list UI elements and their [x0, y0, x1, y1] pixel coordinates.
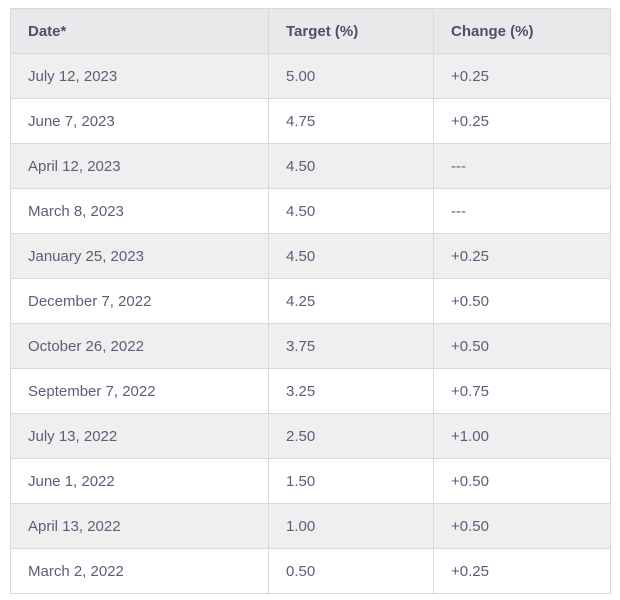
target-cell: 4.50	[268, 188, 434, 234]
change-cell: +0.25	[433, 548, 611, 594]
date-cell: March 2, 2022	[10, 548, 269, 594]
target-cell: 0.50	[268, 548, 434, 594]
change-cell: +0.25	[433, 98, 611, 144]
date-cell: July 12, 2023	[10, 53, 269, 99]
date-cell: June 1, 2022	[10, 458, 269, 504]
change-cell: +0.25	[433, 53, 611, 99]
table-row: December 7, 2022 4.25 +0.50	[10, 278, 611, 324]
table-row: June 7, 2023 4.75 +0.25	[10, 98, 611, 144]
change-cell: +0.50	[433, 458, 611, 504]
table-row: January 25, 2023 4.50 +0.25	[10, 233, 611, 279]
change-cell: +0.50	[433, 278, 611, 324]
header-row: Date* Target (%) Change (%)	[10, 8, 611, 54]
target-cell: 5.00	[268, 53, 434, 99]
target-cell: 4.50	[268, 143, 434, 189]
column-header-change: Change (%)	[433, 8, 611, 54]
change-cell: ---	[433, 188, 611, 234]
target-cell: 3.25	[268, 368, 434, 414]
change-cell: +0.75	[433, 368, 611, 414]
change-cell: +0.50	[433, 323, 611, 369]
target-cell: 2.50	[268, 413, 434, 459]
date-cell: September 7, 2022	[10, 368, 269, 414]
change-cell: +1.00	[433, 413, 611, 459]
table-row: July 12, 2023 5.00 +0.25	[10, 53, 611, 99]
date-cell: October 26, 2022	[10, 323, 269, 369]
table-row: April 13, 2022 1.00 +0.50	[10, 503, 611, 549]
table-body: July 12, 2023 5.00 +0.25 June 7, 2023 4.75 +0…	[10, 53, 611, 594]
date-cell: April 13, 2022	[10, 503, 269, 549]
date-cell: July 13, 2022	[10, 413, 269, 459]
date-cell: March 8, 2023	[10, 188, 269, 234]
table-row: March 8, 2023 4.50 ---	[10, 188, 611, 234]
table-row: April 12, 2023 4.50 ---	[10, 143, 611, 189]
target-cell: 4.75	[268, 98, 434, 144]
table-row: September 7, 2022 3.25 +0.75	[10, 368, 611, 414]
table-row: March 2, 2022 0.50 +0.25	[10, 548, 611, 594]
table-row: June 1, 2022 1.50 +0.50	[10, 458, 611, 504]
change-cell: +0.25	[433, 233, 611, 279]
target-cell: 1.50	[268, 458, 434, 504]
rate-decisions-table: Date* Target (%) Change (%) July 12, 202…	[10, 8, 611, 594]
target-cell: 1.00	[268, 503, 434, 549]
table-header: Date* Target (%) Change (%)	[10, 8, 611, 54]
column-header-date: Date*	[10, 8, 269, 54]
target-cell: 4.25	[268, 278, 434, 324]
change-cell: ---	[433, 143, 611, 189]
date-cell: December 7, 2022	[10, 278, 269, 324]
date-cell: June 7, 2023	[10, 98, 269, 144]
column-header-target: Target (%)	[268, 8, 434, 54]
table-row: July 13, 2022 2.50 +1.00	[10, 413, 611, 459]
date-cell: January 25, 2023	[10, 233, 269, 279]
target-cell: 3.75	[268, 323, 434, 369]
target-cell: 4.50	[268, 233, 434, 279]
date-cell: April 12, 2023	[10, 143, 269, 189]
table-row: October 26, 2022 3.75 +0.50	[10, 323, 611, 369]
change-cell: +0.50	[433, 503, 611, 549]
